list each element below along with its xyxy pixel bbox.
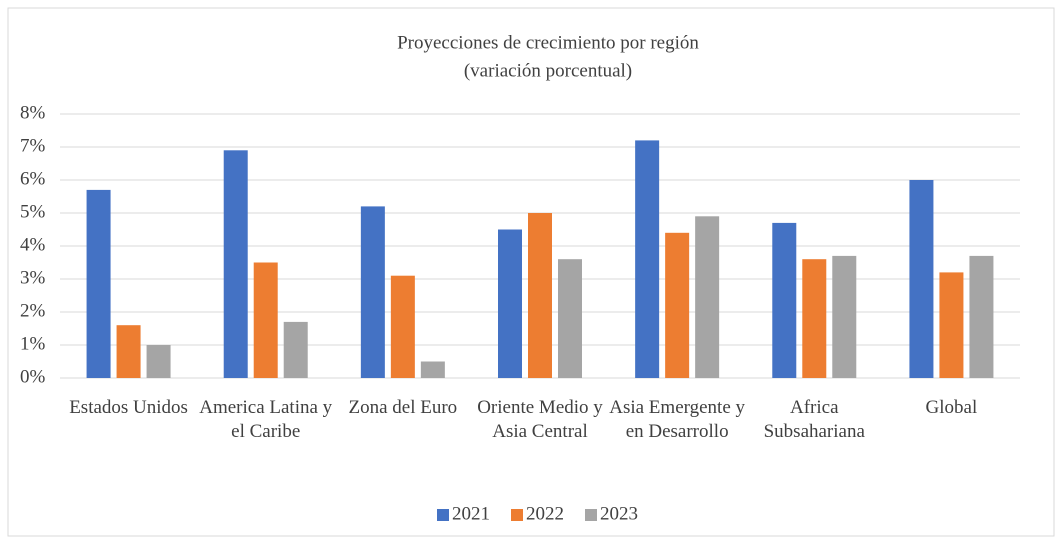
bar <box>635 140 660 378</box>
x-tick-label: Africa Subsahariana <box>763 397 865 442</box>
y-tick-label: 6% <box>20 168 46 189</box>
bar <box>253 262 278 378</box>
legend-swatch <box>585 509 597 521</box>
x-tick-label: America Latina y el Caribe <box>199 397 333 442</box>
bar <box>528 213 552 378</box>
y-tick-label: 1% <box>20 333 46 354</box>
bar <box>695 216 720 378</box>
bar <box>909 180 934 378</box>
legend-swatch <box>511 509 523 521</box>
bar <box>665 232 690 378</box>
y-tick-label: 2% <box>20 300 46 321</box>
legend-label: 2021 <box>452 503 490 524</box>
chart-title: Proyecciones de crecimiento por región <box>397 32 699 53</box>
bar <box>283 321 308 378</box>
bar <box>116 325 141 378</box>
bar <box>390 275 415 378</box>
y-tick-label: 5% <box>20 201 46 222</box>
bar <box>832 255 857 378</box>
bar <box>223 150 248 378</box>
x-tick-label: Estados Unidos <box>69 397 188 418</box>
x-tick-label: Zona del Euro <box>348 397 458 418</box>
x-tick-label: Oriente Medio y Asia Central <box>477 397 603 442</box>
bar <box>498 229 522 378</box>
y-tick-label: 7% <box>20 135 46 156</box>
bar <box>146 345 171 378</box>
legend-label: 2022 <box>526 503 564 524</box>
bar <box>969 255 994 378</box>
y-tick-label: 0% <box>20 366 46 387</box>
bar <box>939 272 964 378</box>
y-tick-label: 4% <box>20 234 46 255</box>
bar <box>558 259 582 378</box>
chart-subtitle: (variación porcentual) <box>464 60 632 81</box>
legend-swatch <box>437 509 449 521</box>
legend-label: 2023 <box>600 503 638 524</box>
bar <box>772 222 797 378</box>
bar <box>802 259 827 378</box>
y-tick-label: 8% <box>20 102 46 123</box>
bar <box>86 189 111 378</box>
bar <box>360 206 385 378</box>
y-tick-label: 3% <box>20 267 46 288</box>
bar <box>420 361 445 378</box>
x-tick-label: Global <box>925 397 978 418</box>
x-tick-label: Asia Emergente y en Desarrollo <box>609 397 746 442</box>
